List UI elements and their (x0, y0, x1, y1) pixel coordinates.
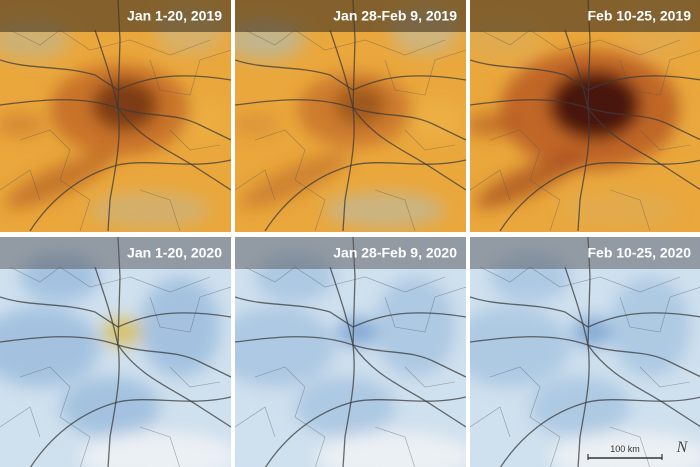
mid-area (295, 377, 395, 437)
high-area (550, 71, 640, 139)
map-panel: Feb 10-25, 2020 (470, 237, 700, 467)
high-area (235, 113, 280, 137)
label-bar (0, 0, 231, 32)
label-bar (470, 237, 700, 269)
low-area (405, 100, 465, 140)
concentration-field (470, 252, 700, 467)
mid-area (235, 307, 335, 387)
mid-area (470, 307, 570, 387)
label-bar (0, 237, 231, 269)
label-bar (235, 0, 466, 32)
high-area (572, 317, 612, 347)
mid-area (610, 277, 690, 377)
label-bar (470, 0, 700, 32)
low-area (325, 192, 445, 228)
mid-area (0, 307, 100, 387)
panel-label: Jan 28-Feb 9, 2020 (333, 245, 457, 261)
panel-label: Feb 10-25, 2019 (587, 8, 691, 24)
concentration-field (235, 5, 465, 228)
mid-area (60, 377, 160, 437)
map-panel: Jan 28-Feb 9, 2019 (235, 0, 466, 232)
map-panel: Jan 1-20, 2019 (0, 0, 231, 232)
panel-label: Jan 1-20, 2020 (127, 245, 222, 261)
panel-label: Feb 10-25, 2020 (587, 245, 691, 261)
map-panel: Feb 10-25, 2019 (470, 0, 700, 232)
high-area (337, 317, 377, 347)
high-area (102, 317, 142, 347)
mid-area (315, 432, 466, 467)
low-area (560, 192, 680, 228)
mid-area (80, 432, 231, 467)
high-area (0, 113, 45, 137)
high-area (470, 113, 515, 137)
label-bar (235, 237, 466, 269)
north-arrow: N (676, 439, 689, 456)
panel-label: Jan 28-Feb 9, 2019 (333, 8, 457, 24)
mid-area (140, 277, 220, 377)
map-panel: Jan 28-Feb 9, 2020 (235, 237, 466, 467)
high-area (92, 79, 158, 131)
scale-label: 100 km (610, 444, 640, 454)
map-panel: Jan 1-20, 2020 (0, 237, 231, 467)
panel-label: Jan 1-20, 2019 (127, 8, 222, 24)
mid-area (530, 377, 630, 437)
high-area (334, 85, 386, 125)
mid-area (375, 277, 455, 377)
low-area (90, 192, 210, 228)
